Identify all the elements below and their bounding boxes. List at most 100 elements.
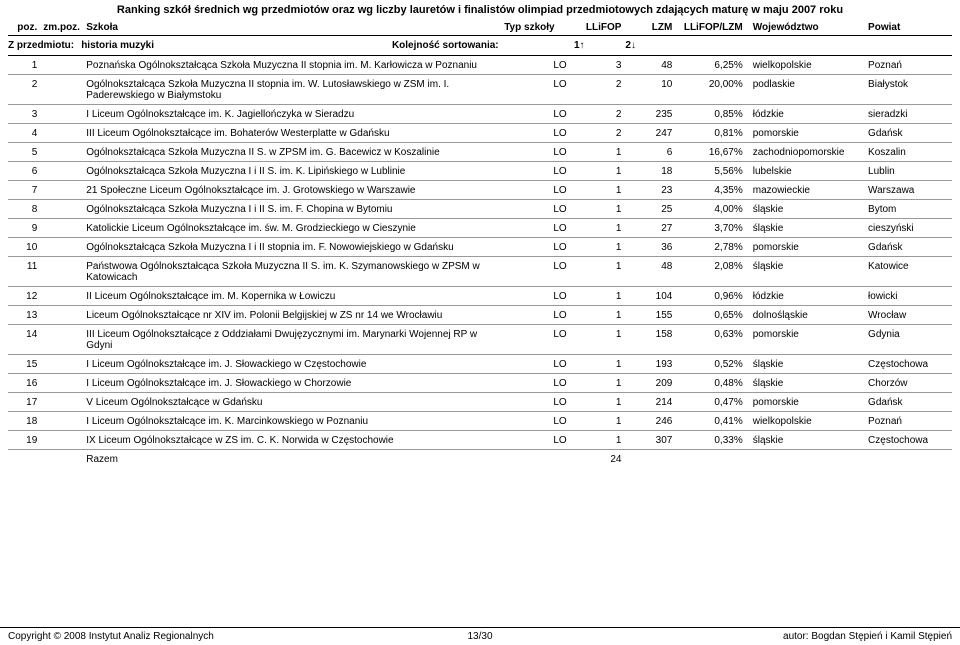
- cell-zmpoz: [43, 60, 86, 71]
- table-row: 5Ogólnokształcąca Szkoła Muzyczna II S. …: [8, 143, 952, 162]
- column-headers: poz. zm.poz. Szkoła Typ szkoły LLiFOP LZ…: [8, 22, 952, 35]
- cell-ratio: 0,65%: [676, 310, 746, 321]
- cell-zmpoz: [43, 109, 86, 120]
- cell-lzm: 6: [625, 147, 676, 158]
- sort-subject: historia muzyki: [81, 40, 328, 51]
- cell-ratio: 16,67%: [676, 147, 746, 158]
- cell-szkola: I Liceum Ogólnokształcące im. J. Słowack…: [86, 378, 504, 389]
- cell-poz: 17: [8, 397, 43, 408]
- cell-llifop: 3: [571, 60, 626, 71]
- cell-woj: podlaskie: [747, 79, 864, 101]
- cell-powiat: Koszalin: [864, 147, 952, 158]
- cell-poz: 5: [8, 147, 43, 158]
- cell-woj: dolnośląskie: [747, 310, 864, 321]
- header-poz: poz.: [8, 22, 43, 33]
- cell-woj: pomorskie: [747, 242, 864, 253]
- cell-poz: 3: [8, 109, 43, 120]
- sort-prefix: Z przedmiotu:: [8, 40, 74, 51]
- cell-powiat: Chorzów: [864, 378, 952, 389]
- cell-szkola: I Liceum Ogólnokształcące im. K. Jagiell…: [86, 109, 504, 120]
- cell-zmpoz: [43, 378, 86, 389]
- cell-szkola: IX Liceum Ogólnokształcące w ZS im. C. K…: [86, 435, 504, 446]
- cell-typ: LO: [504, 147, 571, 158]
- cell-lzm: 48: [625, 60, 676, 71]
- cell-typ: LO: [504, 185, 571, 196]
- cell-llifop: 1: [571, 310, 626, 321]
- cell-poz: 18: [8, 416, 43, 427]
- sort-kolejnosc: Kolejność sortowania:: [329, 40, 505, 51]
- cell-ratio: 2,08%: [676, 261, 746, 283]
- cell-powiat: Lublin: [864, 166, 952, 177]
- cell-llifop: 1: [571, 242, 626, 253]
- cell-powiat: Poznań: [864, 60, 952, 71]
- cell-szkola: Katolickie Liceum Ogólnokształcące im. ś…: [86, 223, 504, 234]
- cell-typ: LO: [504, 60, 571, 71]
- cell-llifop: 1: [571, 416, 626, 427]
- cell-zmpoz: [43, 359, 86, 370]
- cell-poz: 11: [8, 261, 43, 283]
- cell-powiat: Gdańsk: [864, 242, 952, 253]
- cell-typ: LO: [504, 329, 571, 351]
- cell-zmpoz: [43, 416, 86, 427]
- cell-ratio: 0,85%: [676, 109, 746, 120]
- cell-typ: LO: [504, 166, 571, 177]
- cell-zmpoz: [43, 79, 86, 101]
- cell-woj: wielkopolskie: [747, 416, 864, 427]
- cell-lzm: 155: [625, 310, 676, 321]
- cell-ratio: 0,41%: [676, 416, 746, 427]
- cell-typ: LO: [504, 109, 571, 120]
- table-row: 17V Liceum Ogólnokształcące w GdańskuLO1…: [8, 393, 952, 412]
- cell-szkola: V Liceum Ogólnokształcące w Gdańsku: [86, 397, 504, 408]
- cell-poz: 6: [8, 166, 43, 177]
- cell-poz: 10: [8, 242, 43, 253]
- cell-szkola: I Liceum Ogólnokształcące im. K. Marcink…: [86, 416, 504, 427]
- cell-llifop: 1: [571, 291, 626, 302]
- cell-zmpoz: [43, 310, 86, 321]
- cell-typ: LO: [504, 242, 571, 253]
- cell-ratio: 0,47%: [676, 397, 746, 408]
- cell-poz: 7: [8, 185, 43, 196]
- sort-row: Z przedmiotu: historia muzyki Kolejność …: [8, 35, 952, 56]
- cell-zmpoz: [43, 223, 86, 234]
- cell-powiat: Gdańsk: [864, 397, 952, 408]
- table-row: 19IX Liceum Ogólnokształcące w ZS im. C.…: [8, 431, 952, 450]
- cell-llifop: 1: [571, 185, 626, 196]
- cell-ratio: 0,33%: [676, 435, 746, 446]
- cell-typ: LO: [504, 359, 571, 370]
- header-zmpoz: zm.poz.: [43, 22, 86, 33]
- cell-llifop: 1: [571, 329, 626, 351]
- cell-woj: śląskie: [747, 359, 864, 370]
- cell-typ: LO: [504, 310, 571, 321]
- cell-szkola: Ogólnokształcąca Szkoła Muzyczna I i II …: [86, 242, 504, 253]
- cell-poz: 15: [8, 359, 43, 370]
- cell-zmpoz: [43, 128, 86, 139]
- cell-szkola: I Liceum Ogólnokształcące im. J. Słowack…: [86, 359, 504, 370]
- table-row: 6 Ogólnokształcąca Szkoła Muzyczna I i II…: [8, 162, 952, 181]
- cell-typ: LO: [504, 435, 571, 446]
- cell-woj: wielkopolskie: [747, 60, 864, 71]
- cell-lzm: 214: [625, 397, 676, 408]
- cell-ratio: 0,81%: [676, 128, 746, 139]
- cell-szkola: II Liceum Ogólnokształcące im. M. Kopern…: [86, 291, 504, 302]
- footer-author: autor: Bogdan Stępień i Kamil Stępień: [637, 631, 952, 642]
- cell-ratio: 0,48%: [676, 378, 746, 389]
- cell-szkola: Ogólnokształcąca Szkoła Muzyczna I i II …: [86, 166, 504, 177]
- cell-poz: 13: [8, 310, 43, 321]
- cell-zmpoz: [43, 291, 86, 302]
- cell-powiat: Wrocław: [864, 310, 952, 321]
- cell-woj: mazowieckie: [747, 185, 864, 196]
- sort-col1: 1: [572, 40, 625, 51]
- cell-lzm: 235: [625, 109, 676, 120]
- cell-ratio: 20,00%: [676, 79, 746, 101]
- cell-szkola: Ogólnokształcąca Szkoła Muzyczna II stop…: [86, 79, 504, 101]
- cell-typ: LO: [504, 204, 571, 215]
- cell-poz: 16: [8, 378, 43, 389]
- cell-woj: pomorskie: [747, 128, 864, 139]
- cell-lzm: 48: [625, 261, 676, 283]
- cell-lzm: 158: [625, 329, 676, 351]
- cell-lzm: 307: [625, 435, 676, 446]
- cell-woj: pomorskie: [747, 397, 864, 408]
- cell-lzm: 247: [625, 128, 676, 139]
- cell-woj: łódzkie: [747, 291, 864, 302]
- cell-ratio: 0,63%: [676, 329, 746, 351]
